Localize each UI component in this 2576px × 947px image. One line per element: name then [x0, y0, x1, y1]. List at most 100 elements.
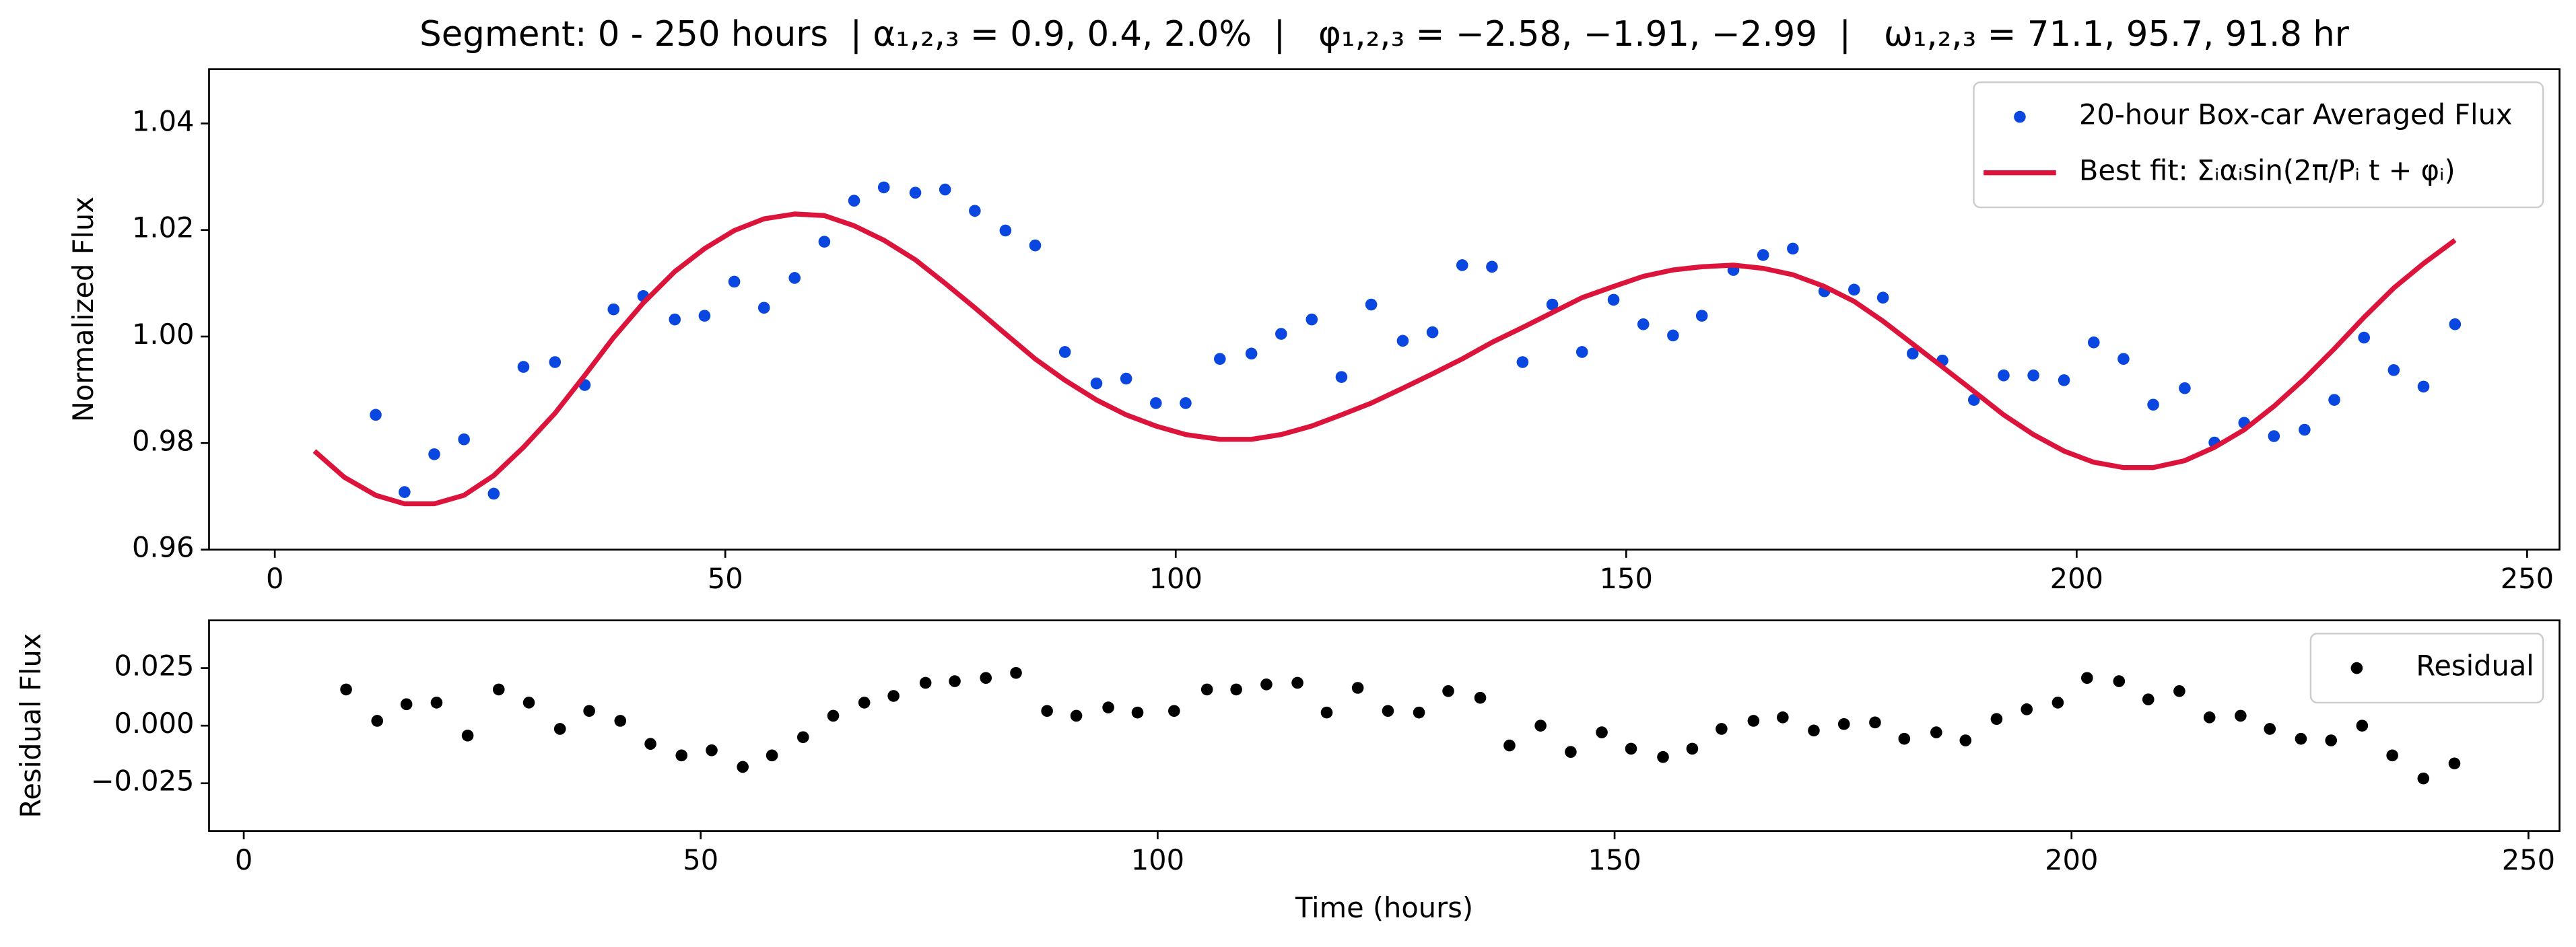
data-point [2328, 394, 2340, 406]
data-point [1306, 313, 1318, 326]
data-point [796, 731, 809, 744]
data-point [1486, 260, 1498, 273]
x-tick-label: 250 [2502, 843, 2555, 876]
data-point [698, 310, 711, 322]
data-point [1930, 726, 1942, 738]
data-point [1474, 691, 1487, 704]
data-point [1837, 717, 1850, 730]
data-point [1959, 734, 1972, 746]
data-point [2021, 703, 2033, 715]
data-point [1637, 318, 1650, 330]
data-point [549, 356, 562, 368]
data-point [1596, 726, 1608, 738]
data-point [1442, 685, 1454, 697]
data-point [2027, 369, 2039, 382]
data-point [2325, 734, 2338, 746]
data-point [1382, 705, 1394, 717]
data-point [1808, 724, 1820, 737]
data-point [1131, 706, 1144, 719]
data-point [818, 236, 831, 248]
data-point [1534, 720, 1547, 732]
data-point [1058, 346, 1071, 358]
data-point [458, 433, 470, 446]
x-tick-label: 0 [235, 843, 252, 876]
data-point [1876, 291, 1889, 304]
data-point [492, 683, 505, 696]
data-point [2449, 318, 2462, 330]
legend-swatch [2350, 662, 2363, 674]
data-point [2081, 672, 2093, 685]
data-point [1320, 706, 1333, 719]
data-point [1275, 328, 1287, 340]
y-tick-label: 1.00 [132, 318, 195, 351]
data-point [1120, 372, 1132, 385]
data-point [614, 715, 627, 727]
data-point [1607, 293, 1620, 306]
data-point [340, 683, 352, 696]
data-point [2203, 711, 2216, 724]
data-point [1214, 353, 1226, 365]
data-point [1848, 283, 1860, 296]
data-point [1667, 329, 1679, 342]
x-tick-label: 100 [1131, 843, 1184, 876]
data-point [999, 224, 1012, 237]
legend-label: 20-hour Box-car Averaged Flux [2079, 98, 2513, 131]
x-tick-label: 50 [708, 562, 743, 595]
data-point [1998, 369, 2010, 382]
data-point [487, 487, 500, 500]
data-point [980, 672, 992, 685]
data-point [644, 738, 656, 750]
data-point [1180, 397, 1192, 409]
data-point [1686, 742, 1699, 755]
data-point [1898, 732, 1911, 745]
data-point [400, 698, 413, 711]
data-point [757, 302, 770, 314]
data-point [1070, 709, 1083, 722]
data-point [949, 675, 961, 687]
data-point [1869, 716, 1881, 729]
legend-swatch [2014, 110, 2026, 123]
x-tick-label: 0 [266, 562, 283, 595]
data-point [1787, 242, 1799, 255]
data-point [2386, 749, 2398, 762]
data-point [2417, 772, 2430, 785]
data-point [1695, 310, 1708, 322]
data-point [2235, 709, 2247, 722]
data-point [2142, 693, 2155, 705]
data-point [706, 744, 718, 757]
y-tick-label: 0.025 [114, 650, 195, 682]
data-point [1260, 678, 1273, 691]
y-axis-label: Normalized Flux [67, 197, 100, 422]
x-tick-label: 200 [2045, 843, 2098, 876]
data-point [1335, 371, 1348, 383]
legend-box [1973, 81, 2544, 209]
data-point [788, 272, 801, 284]
data-point [969, 205, 981, 217]
chart-title: Segment: 0 - 250 hours | α₁,₂,₃ = 0.9, 0… [419, 14, 2350, 55]
data-point [2295, 732, 2307, 745]
data-point [1041, 705, 1053, 717]
data-point [553, 723, 566, 735]
data-point [2087, 336, 2100, 349]
data-point [461, 730, 474, 742]
data-point [919, 676, 932, 689]
data-point [1777, 711, 1789, 724]
data-point [909, 186, 922, 199]
data-point [858, 697, 871, 709]
data-point [2448, 757, 2461, 770]
y-tick-label: −0.025 [91, 765, 195, 798]
data-point [2264, 723, 2276, 735]
data-point [370, 409, 382, 421]
data-point [827, 709, 840, 722]
data-point [1245, 347, 1258, 360]
data-point [737, 761, 749, 773]
data-point [1010, 666, 1022, 679]
data-point [430, 697, 443, 709]
data-point [2299, 423, 2311, 436]
data-point [1396, 335, 1409, 347]
data-point [1456, 259, 1468, 271]
data-point [2173, 685, 2185, 697]
data-point [1546, 298, 1559, 311]
x-axis-label: Time (hours) [1295, 891, 1473, 924]
